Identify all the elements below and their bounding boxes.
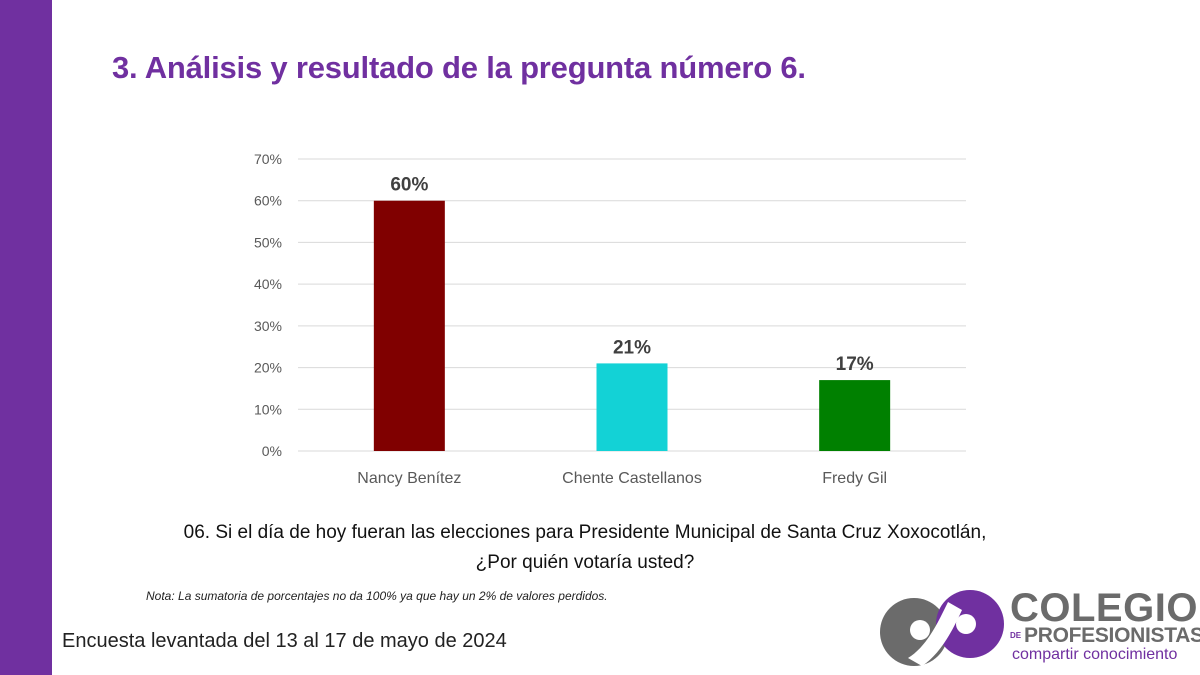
- y-tick-label: 60%: [254, 193, 282, 209]
- logo-name: COLEGIO: [1010, 586, 1198, 630]
- footnote: Nota: La sumatoria de porcentajes no da …: [146, 589, 608, 603]
- sidebar-accent-bar: [0, 0, 52, 675]
- x-tick-label: Fredy Gil: [822, 470, 887, 487]
- question-text-line2: ¿Por quién votaría usted?: [475, 552, 695, 573]
- bar-3: [819, 380, 891, 451]
- x-tick-label: Nancy Benítez: [357, 470, 461, 487]
- logo-tagline: compartir conocimiento: [1012, 646, 1178, 663]
- colegio-logo: COLEGIO DE PROFESIONISTAS compartir cono…: [878, 586, 1200, 668]
- y-tick-label: 20%: [254, 360, 282, 376]
- logo-subtitle: PROFESIONISTAS: [1024, 624, 1200, 647]
- y-tick-label: 10%: [254, 401, 282, 417]
- slide-title: 3. Análisis y resultado de la pregunta n…: [112, 50, 806, 85]
- x-tick-label: Chente Castellanos: [562, 470, 702, 487]
- y-tick-label: 50%: [254, 234, 282, 250]
- question-text-line1: 06. Si el día de hoy fueran las eleccion…: [183, 522, 987, 543]
- data-label: 60%: [390, 175, 428, 196]
- bar-2: [596, 363, 668, 451]
- y-tick-label: 30%: [254, 318, 282, 334]
- data-label: 21%: [613, 337, 651, 358]
- survey-dates: Encuesta levantada del 13 al 17 de mayo …: [62, 630, 507, 652]
- bar-chart: 0% 10% 20% 30% 40% 50% 60% 70% 60% Nancy Benítez 2…: [254, 151, 966, 487]
- data-label: 17%: [836, 354, 874, 375]
- bar-1: [373, 200, 445, 451]
- logo-de: DE: [1010, 631, 1022, 640]
- y-tick-label: 70%: [254, 151, 282, 167]
- y-tick-label: 40%: [254, 276, 282, 292]
- infinity-logo-icon: [880, 590, 1004, 666]
- y-tick-label: 0%: [262, 443, 282, 459]
